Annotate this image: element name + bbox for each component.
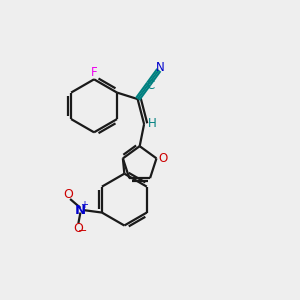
Text: O: O [63,188,73,201]
Text: N: N [75,204,86,217]
Text: O: O [158,152,168,165]
Text: H: H [148,117,157,130]
Text: C: C [147,79,155,92]
Text: F: F [91,66,98,80]
Text: N: N [156,61,165,74]
Text: O: O [74,222,83,235]
Text: −: − [78,226,87,236]
Text: +: + [80,200,88,210]
